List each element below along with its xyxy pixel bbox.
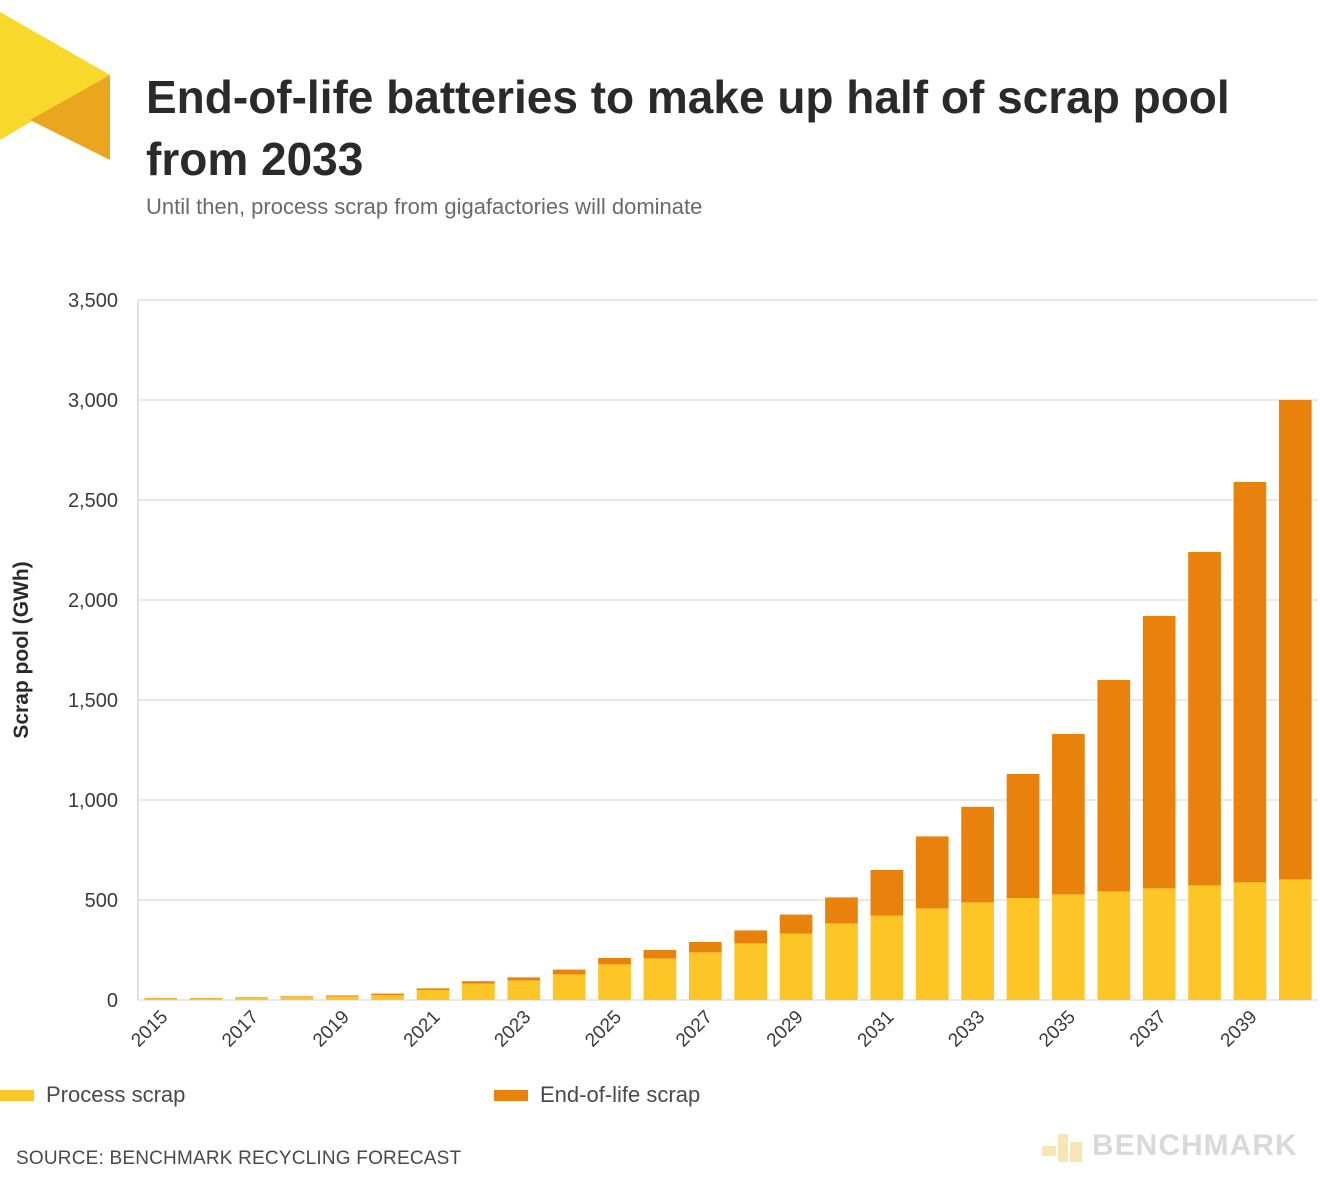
bar-process-2032: [915, 908, 949, 1000]
bar-eol-2031: [870, 870, 904, 916]
bar-process-2016: [189, 998, 223, 1000]
bar-process-2023: [507, 980, 541, 1000]
bar-process-2035: [1052, 894, 1085, 1000]
bar-process-2021: [416, 990, 450, 1000]
y-tick-label: 3,500: [68, 290, 118, 312]
source-note: SOURCE: BENCHMARK RECYCLING FORECAST: [16, 1148, 462, 1169]
x-tick-label: 2039: [1217, 1007, 1262, 1052]
bar-process-2028: [734, 943, 768, 1000]
bar-eol-2019: [325, 995, 359, 997]
bar-eol-2040: [1278, 400, 1312, 880]
bar-eol-2021: [416, 988, 450, 990]
y-tick-label: 2,500: [68, 490, 118, 512]
x-tick-label: 2031: [854, 1007, 899, 1052]
bar-process-2039: [1233, 882, 1267, 1000]
bar-process-2027: [688, 952, 722, 1000]
bar-process-2017: [235, 998, 268, 1000]
y-tick-label: 3,000: [68, 390, 118, 412]
legend-item-eol: End-of-life scrap: [494, 1082, 700, 1108]
brand-logo: BENCHMARK: [1040, 1128, 1298, 1164]
logo-triangle-light: [0, 12, 110, 140]
bar-eol-2025: [598, 958, 631, 965]
bar-process-2037: [1142, 888, 1176, 1000]
bar-process-2038: [1188, 885, 1221, 1000]
bar-eol-2026: [643, 950, 677, 959]
bar-eol-2023: [507, 977, 541, 981]
corner-logo: [0, 12, 110, 160]
stacked-bar-chart: 0 500 1,000 1,500 2,000 2,500 3,000 3,500 Scrap …: [10, 290, 1318, 1052]
y-tick-label: 1,500: [68, 690, 118, 712]
x-tick-label: 2025: [581, 1007, 626, 1052]
legend: Process scrap End-of-life scrap: [0, 1082, 1320, 1112]
x-tick-label: 2035: [1035, 1007, 1080, 1052]
y-tick-label: 500: [85, 890, 118, 912]
bar-eol-2017: [235, 997, 268, 998]
bar-eol-2039: [1233, 482, 1267, 883]
bar-eol-2034: [1006, 774, 1040, 898]
bar-eol-2022: [462, 981, 495, 984]
brand-mark-icon: [1042, 1134, 1082, 1162]
bar-eol-2028: [734, 930, 768, 944]
chart-subtitle: Until then, process scrap from gigafacto…: [146, 194, 703, 219]
brand-name: BENCHMARK: [1092, 1129, 1298, 1162]
x-tick-label: 2017: [218, 1007, 263, 1052]
bar-eol-2018: [280, 996, 314, 998]
bar-eol-2035: [1052, 734, 1085, 895]
x-tick-label: 2021: [400, 1007, 445, 1052]
bar-process-2030: [825, 923, 858, 1000]
logo-triangle-dark: [30, 75, 110, 160]
y-tick-label: 2,000: [68, 590, 118, 612]
x-tick-label: 2023: [491, 1007, 536, 1052]
bar-eol-2037: [1142, 616, 1176, 889]
y-axis-label: Scrap pool (GWh): [10, 561, 33, 738]
legend-label-process: Process scrap: [46, 1082, 186, 1107]
bar-process-2040: [1278, 879, 1312, 1000]
bar-process-2029: [779, 933, 813, 1000]
bar-process-2018: [280, 997, 314, 1000]
y-tick-label: 1,000: [68, 790, 118, 812]
chart-title: End-of-life batteries to make up half of…: [146, 71, 1230, 185]
bar-process-2022: [462, 983, 495, 1000]
bar-eol-2024: [552, 969, 586, 975]
bar-eol-2020: [371, 993, 404, 995]
x-tick-label: 2015: [127, 1007, 172, 1052]
x-tick-label: 2037: [1126, 1007, 1171, 1052]
bar-eol-2032: [915, 836, 949, 909]
bar-process-2020: [371, 995, 404, 1000]
legend-label-eol: End-of-life scrap: [540, 1082, 701, 1107]
legend-item-process: Process scrap: [0, 1082, 185, 1108]
bar-process-2033: [961, 902, 994, 1000]
x-tick-label: 2019: [309, 1007, 354, 1052]
bar-eol-2029: [779, 914, 813, 934]
legend-swatch-process: [0, 1089, 34, 1101]
x-tick-label: 2027: [672, 1007, 717, 1052]
bar-eol-2033: [961, 806, 994, 903]
bar-eol-2036: [1097, 680, 1131, 892]
legend-swatch-eol: [494, 1089, 528, 1101]
bar-process-2031: [870, 915, 904, 1000]
bar-process-2025: [598, 964, 631, 1000]
bar-process-2015: [144, 998, 178, 1000]
bar-process-2024: [552, 974, 586, 1000]
y-tick-label: 0: [107, 990, 118, 1012]
bar-process-2019: [325, 996, 359, 1000]
bar-eol-2038: [1188, 552, 1221, 886]
x-tick-label: 2029: [763, 1007, 808, 1052]
bar-process-2034: [1006, 898, 1040, 1000]
bar-process-2026: [643, 958, 677, 1000]
bar-eol-2027: [688, 942, 722, 953]
x-tick-label: 2033: [944, 1007, 989, 1052]
bar-process-2036: [1097, 891, 1131, 1000]
bar-eol-2030: [825, 897, 858, 924]
